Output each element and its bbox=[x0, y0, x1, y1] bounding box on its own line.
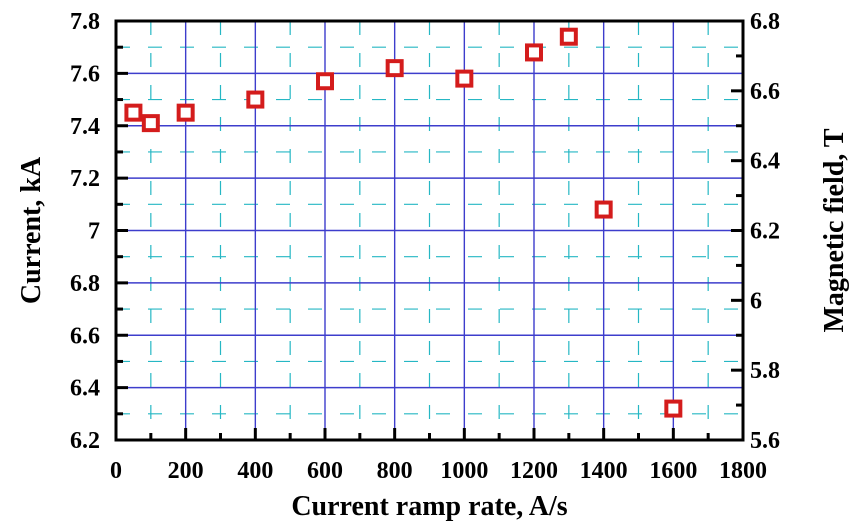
data-point bbox=[455, 69, 474, 88]
x-axis-title: Current ramp rate, A/s bbox=[291, 491, 567, 522]
y2-tick-label: 6.8 bbox=[750, 9, 780, 35]
y2-tick-label: 6.2 bbox=[750, 219, 780, 245]
y2-tick-label: 6.4 bbox=[750, 149, 780, 175]
y2-tick-label: 5.8 bbox=[750, 358, 780, 384]
data-point bbox=[316, 72, 334, 91]
data-point bbox=[141, 114, 160, 133]
x-tick-label: 1000 bbox=[440, 458, 488, 484]
data-point bbox=[124, 103, 143, 122]
x-tick-label: 800 bbox=[377, 458, 413, 484]
y2-tick-labels: 5.6 5.8 6 6.2 6.4 6.6 6.8 bbox=[750, 9, 780, 454]
data-point bbox=[246, 90, 265, 109]
y2-axis-title: Magnetic field, T bbox=[819, 128, 850, 332]
data-point bbox=[176, 103, 195, 122]
y-tick-label: 7.4 bbox=[70, 114, 100, 140]
y-axis-title: Current, kA bbox=[16, 156, 47, 304]
axis-ticks bbox=[114, 19, 745, 442]
y-tick-label: 6.8 bbox=[70, 271, 100, 297]
x-tick-label: 600 bbox=[307, 458, 343, 484]
x-tick-label: 1400 bbox=[580, 458, 628, 484]
y-tick-label: 7.6 bbox=[70, 61, 100, 87]
x-tick-label: 1600 bbox=[649, 458, 697, 484]
data-point bbox=[385, 59, 404, 78]
y-tick-label: 7.2 bbox=[70, 166, 100, 192]
minor-grid bbox=[116, 21, 743, 440]
data-point bbox=[559, 27, 578, 46]
data-point bbox=[664, 399, 683, 418]
x-tick-label: 0 bbox=[110, 458, 122, 484]
data-point bbox=[594, 200, 613, 219]
y-tick-label: 7 bbox=[88, 219, 100, 245]
y2-tick-label: 5.6 bbox=[750, 428, 780, 454]
y2-tick-label: 6.6 bbox=[750, 79, 780, 105]
major-grid bbox=[116, 21, 743, 440]
x-tick-labels: 0 200 400 600 800 1000 1200 1400 1600 1800 bbox=[110, 458, 767, 484]
y-tick-label: 7.8 bbox=[70, 9, 100, 35]
x-tick-label: 1200 bbox=[510, 458, 558, 484]
data-points bbox=[124, 27, 683, 418]
y-tick-label: 6.6 bbox=[70, 323, 100, 349]
x-tick-label: 1800 bbox=[719, 458, 767, 484]
x-tick-label: 400 bbox=[237, 458, 273, 484]
y-tick-label: 6.4 bbox=[70, 376, 100, 402]
y2-tick-label: 6 bbox=[750, 288, 762, 314]
y-tick-label: 6.2 bbox=[70, 428, 100, 454]
data-point bbox=[525, 43, 543, 62]
y-tick-labels: 6.2 6.4 6.6 6.8 7 7.2 7.4 7.6 7.8 bbox=[70, 9, 100, 454]
x-tick-label: 200 bbox=[168, 458, 204, 484]
